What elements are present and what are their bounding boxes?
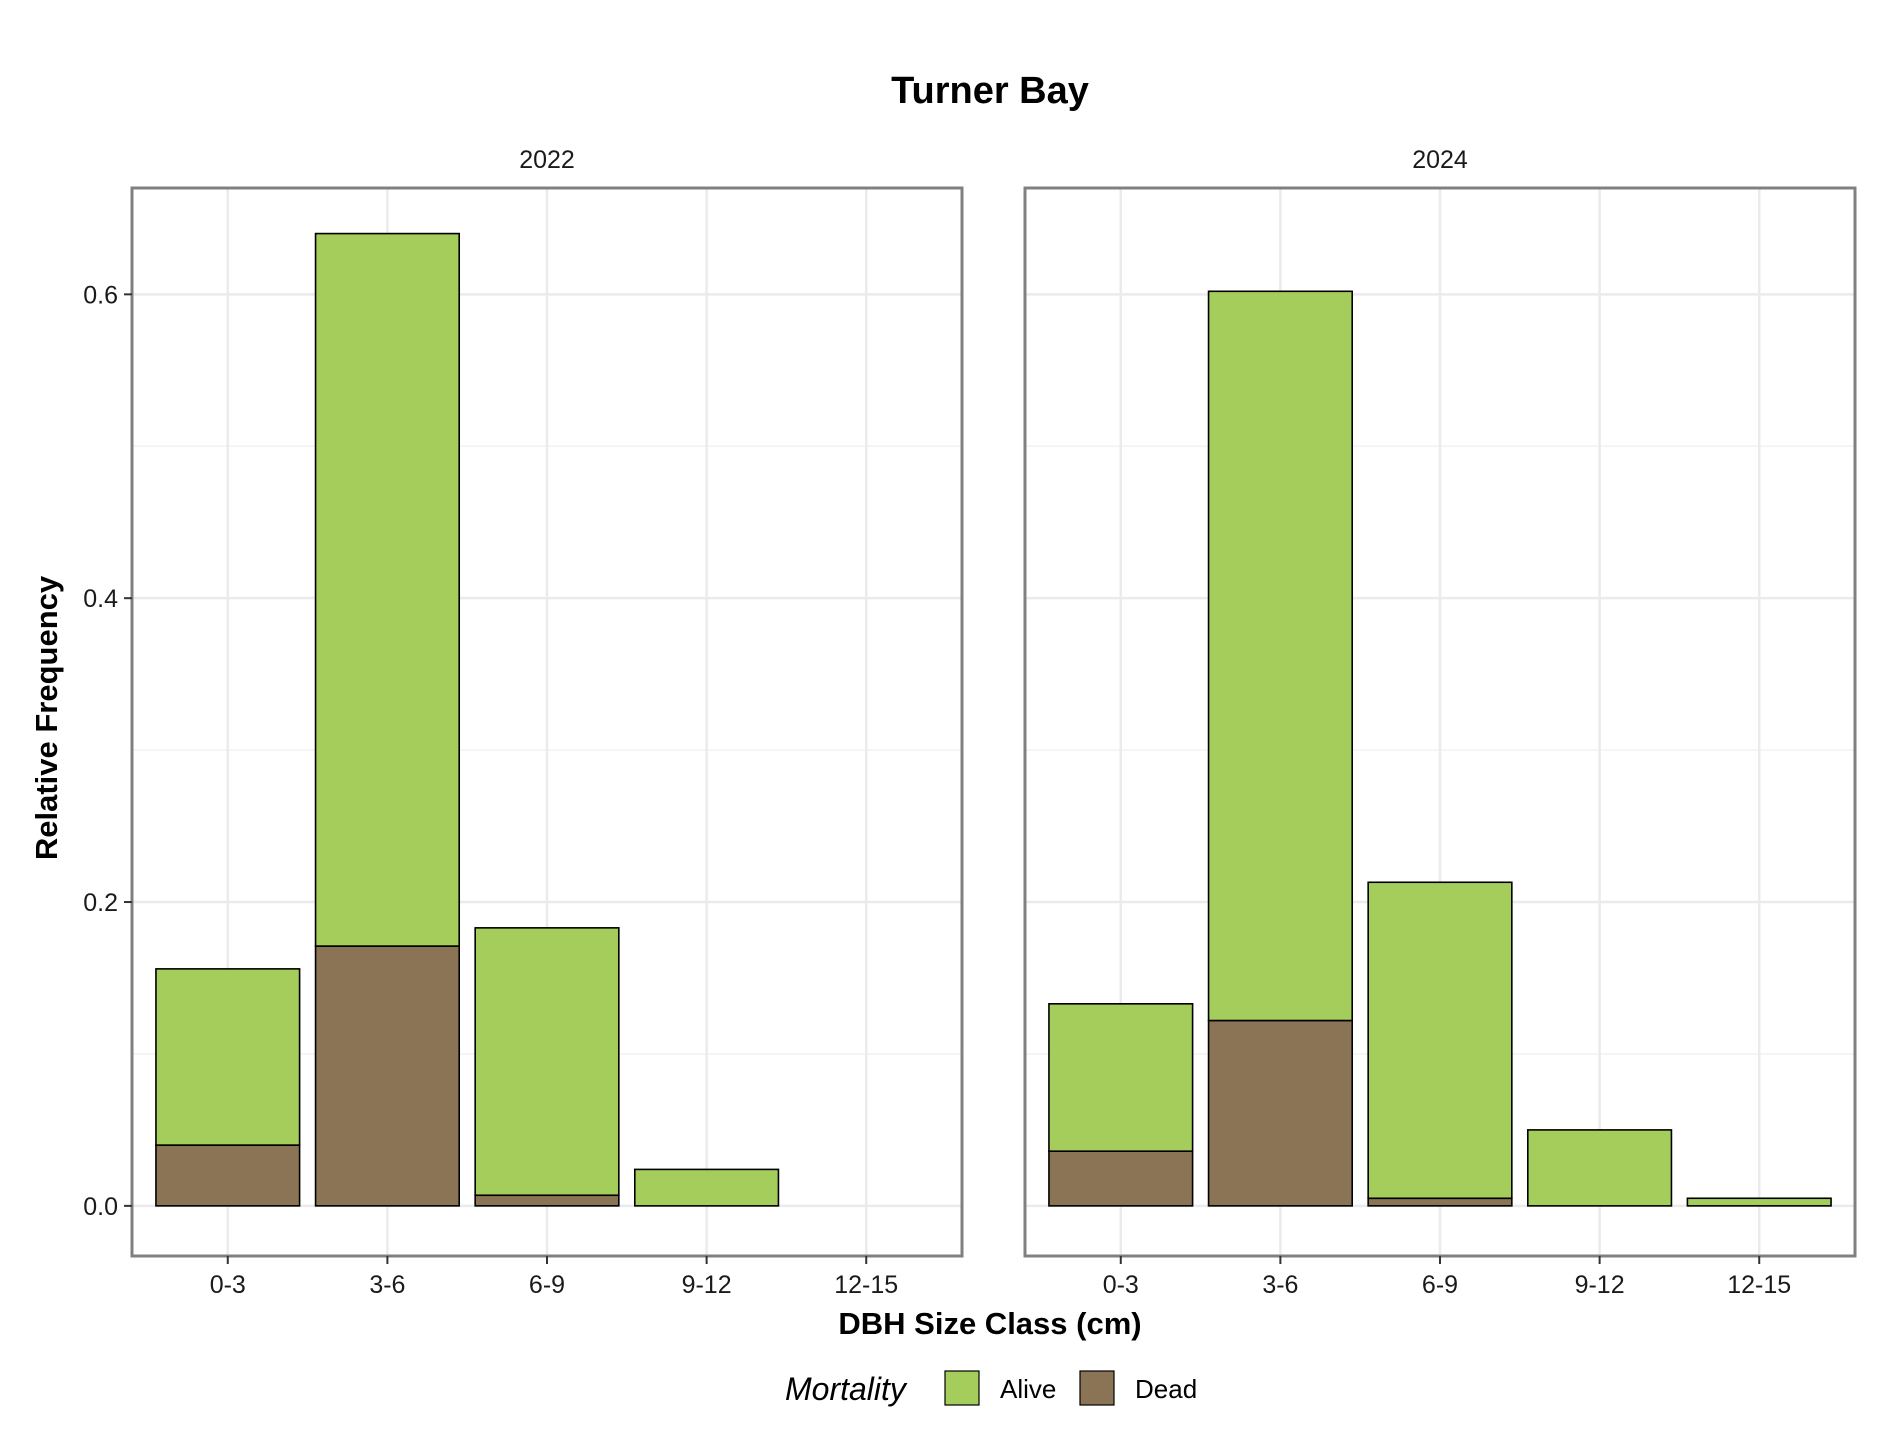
bar-alive-6-9 (1367, 881, 1513, 1200)
y-axis: 0.0 0.2 0.4 0.6 (83, 281, 132, 1221)
bar-alive-0-3 (1048, 1003, 1194, 1152)
x-axis-title: DBH Size Class (cm) (838, 1306, 1141, 1341)
y-tick-label: 0.2 (83, 889, 118, 917)
bar-alive-3-6 (1207, 290, 1354, 1022)
legend-swatch-dead (1079, 1370, 1115, 1406)
bar-dead-3-6 (1207, 1019, 1354, 1207)
x-tick-label: 0-3 (1103, 1271, 1139, 1299)
x-tick-label: 6-9 (529, 1271, 565, 1299)
legend-title: Mortality (785, 1371, 908, 1407)
legend: Mortality Alive Dead (785, 1370, 1197, 1407)
facet-label: 2022 (519, 146, 575, 174)
bar-alive-6-9 (474, 927, 620, 1197)
y-tick-label: 0.6 (83, 281, 118, 309)
x-tick-label: 9-12 (682, 1271, 732, 1299)
x-tick-label: 12-15 (834, 1271, 898, 1299)
x-tick-label: 0-3 (210, 1271, 246, 1299)
bar-alive-12-15 (1686, 1197, 1832, 1207)
bar-dead-3-6 (314, 945, 461, 1207)
y-axis-title: Relative Frequency (29, 575, 64, 860)
x-tick-label: 9-12 (1575, 1271, 1625, 1299)
bar-dead-0-3 (1048, 1150, 1194, 1207)
x-tick-label: 12-15 (1727, 1271, 1791, 1299)
bar-dead-6-9 (474, 1194, 620, 1207)
x-tick-label: 3-6 (369, 1271, 405, 1299)
bar-alive-3-6 (314, 232, 461, 947)
chart-title: Turner Bay (891, 70, 1089, 112)
x-tick-label: 6-9 (1422, 1271, 1458, 1299)
facet-panel-2022: 2022 0-3 3-6 6-9 9-12 12-15 (130, 146, 964, 1299)
facet-panel-2024: 2024 0-3 3-6 6-9 9-12 12-15 (1023, 146, 1857, 1299)
y-tick-label: 0.4 (83, 585, 118, 613)
x-tick-label: 3-6 (1262, 1271, 1298, 1299)
facet-label: 2024 (1412, 146, 1468, 174)
legend-swatch-alive (944, 1370, 980, 1406)
bar-dead-0-3 (155, 1144, 301, 1207)
legend-label-dead: Dead (1135, 1374, 1197, 1404)
y-tick-label: 0.0 (83, 1193, 118, 1221)
bar-alive-0-3 (155, 968, 301, 1146)
bar-dead-6-9 (1367, 1197, 1513, 1207)
bar-alive-9-12 (1526, 1129, 1673, 1207)
legend-label-alive: Alive (1000, 1374, 1056, 1404)
bar-alive-9-12 (633, 1168, 780, 1207)
